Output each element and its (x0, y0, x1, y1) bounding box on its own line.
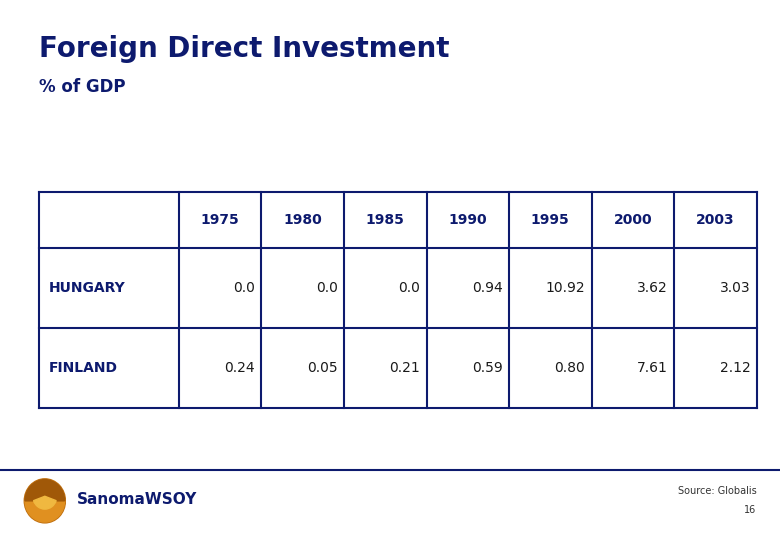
Text: 1995: 1995 (531, 213, 569, 227)
Text: 0.0: 0.0 (399, 281, 420, 295)
Text: 2000: 2000 (614, 213, 652, 227)
Text: 0.0: 0.0 (233, 281, 255, 295)
Text: 10.92: 10.92 (546, 281, 585, 295)
Text: 1990: 1990 (448, 213, 487, 227)
Wedge shape (34, 496, 56, 509)
Text: 0.94: 0.94 (472, 281, 503, 295)
Text: 0.0: 0.0 (316, 281, 338, 295)
Text: 0.59: 0.59 (472, 361, 503, 375)
Text: 3.62: 3.62 (637, 281, 668, 295)
Circle shape (24, 479, 66, 523)
Text: SanomaWSOY: SanomaWSOY (76, 492, 197, 507)
Text: HUNGARY: HUNGARY (48, 281, 125, 295)
Text: 16: 16 (744, 505, 757, 515)
Wedge shape (25, 501, 65, 522)
Text: FINLAND: FINLAND (48, 361, 117, 375)
Text: 2.12: 2.12 (720, 361, 750, 375)
Text: Source: Globalis: Source: Globalis (678, 486, 757, 496)
Text: 0.05: 0.05 (307, 361, 338, 375)
Wedge shape (25, 480, 65, 501)
Text: 0.24: 0.24 (225, 361, 255, 375)
Text: 2003: 2003 (696, 213, 735, 227)
Text: 7.61: 7.61 (637, 361, 668, 375)
Text: % of GDP: % of GDP (39, 78, 126, 96)
Text: 0.21: 0.21 (389, 361, 420, 375)
Text: 3.03: 3.03 (720, 281, 750, 295)
Text: Foreign Direct Investment: Foreign Direct Investment (39, 35, 449, 63)
Text: 1980: 1980 (283, 213, 322, 227)
Text: 1985: 1985 (366, 213, 405, 227)
Text: 1975: 1975 (200, 213, 239, 227)
Text: 0.80: 0.80 (555, 361, 585, 375)
